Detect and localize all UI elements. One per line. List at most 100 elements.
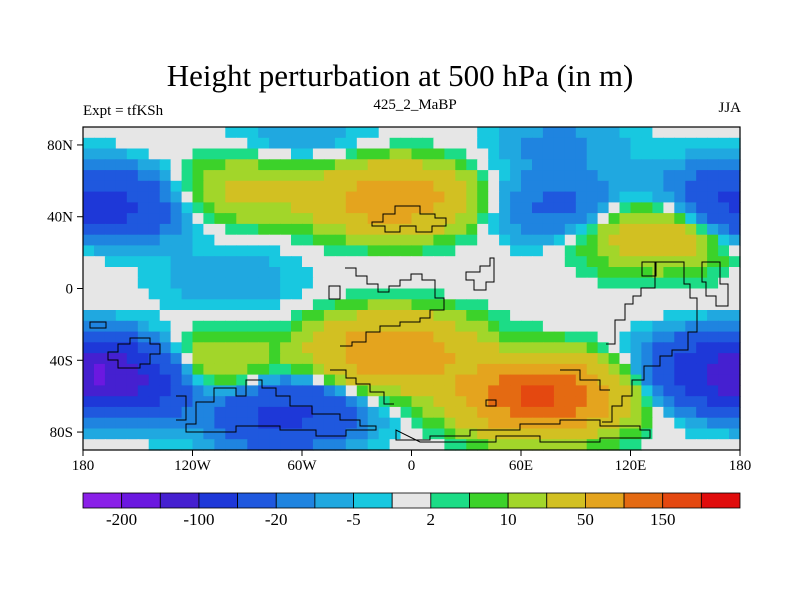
field-cell bbox=[214, 159, 226, 171]
field-cell bbox=[148, 310, 161, 322]
field-cell bbox=[422, 256, 434, 268]
field-cell bbox=[170, 180, 183, 193]
field-cell bbox=[499, 148, 511, 160]
field-cell bbox=[159, 223, 172, 236]
field-cell bbox=[115, 202, 128, 214]
field-cell bbox=[323, 353, 336, 365]
field-cell bbox=[499, 342, 511, 354]
field-cell bbox=[302, 288, 314, 300]
field-cell bbox=[170, 213, 183, 225]
field-cell bbox=[334, 191, 347, 203]
field-cell bbox=[126, 148, 139, 160]
field-cell bbox=[94, 385, 106, 397]
field-cell bbox=[586, 331, 599, 343]
field-cell bbox=[389, 331, 402, 343]
field-cell bbox=[302, 310, 314, 322]
field-cell bbox=[247, 342, 259, 354]
field-cell bbox=[83, 363, 95, 376]
field-cell bbox=[291, 256, 303, 268]
field-cell bbox=[280, 180, 292, 193]
field-cell bbox=[685, 267, 697, 279]
field-cell bbox=[137, 267, 150, 279]
field-cell bbox=[115, 277, 128, 290]
field-cell bbox=[455, 191, 467, 203]
field-cell bbox=[137, 148, 150, 160]
x-tick-label: 60E bbox=[509, 458, 533, 474]
field-cell bbox=[608, 234, 621, 247]
field-cell bbox=[269, 256, 281, 268]
field-cell bbox=[729, 374, 741, 386]
field-cell bbox=[685, 234, 697, 247]
field-cell bbox=[334, 159, 347, 171]
field-cell bbox=[356, 406, 369, 419]
field-cell bbox=[499, 406, 511, 419]
field-cell bbox=[269, 342, 281, 354]
field-cell bbox=[280, 353, 292, 365]
field-cell bbox=[345, 439, 358, 451]
field-cell bbox=[170, 191, 183, 203]
field-cell bbox=[696, 137, 708, 150]
field-cell bbox=[236, 234, 248, 247]
field-cell bbox=[564, 148, 577, 160]
field-cell bbox=[291, 363, 303, 376]
field-cell bbox=[488, 320, 500, 333]
field-cell bbox=[104, 159, 117, 171]
field-cell bbox=[345, 191, 358, 203]
field-cell bbox=[389, 299, 402, 311]
field-cell bbox=[236, 159, 248, 171]
field-cell bbox=[378, 170, 391, 182]
field-cell bbox=[181, 170, 194, 182]
field-cell bbox=[422, 245, 434, 257]
field-cell bbox=[619, 439, 632, 451]
field-cell bbox=[126, 331, 139, 343]
field-cell bbox=[608, 439, 621, 451]
field-cell bbox=[532, 353, 544, 365]
field-cell bbox=[312, 374, 325, 386]
field-cell bbox=[718, 353, 730, 365]
field-cell bbox=[258, 148, 270, 160]
field-cell bbox=[564, 223, 577, 236]
field-cell bbox=[422, 396, 434, 408]
field-cell bbox=[291, 191, 303, 203]
field-cell bbox=[488, 439, 500, 451]
field-cell bbox=[203, 299, 215, 311]
field-cell bbox=[104, 428, 117, 440]
field-cell bbox=[510, 363, 522, 376]
field-cell bbox=[389, 223, 402, 236]
field-cell bbox=[521, 331, 533, 343]
field-cell bbox=[444, 331, 456, 343]
field-cell bbox=[674, 137, 686, 150]
field-cell bbox=[312, 331, 325, 343]
field-cell bbox=[159, 127, 172, 139]
field-cell bbox=[575, 245, 588, 257]
land-mask-outline bbox=[328, 267, 445, 347]
field-cell bbox=[389, 191, 402, 203]
field-cell bbox=[696, 277, 708, 290]
field-cell bbox=[564, 320, 577, 333]
field-cell bbox=[477, 191, 489, 203]
field-cell bbox=[389, 288, 402, 300]
field-cell bbox=[729, 396, 741, 408]
field-cell bbox=[619, 180, 632, 193]
field-cell bbox=[302, 320, 314, 333]
field-cell bbox=[553, 277, 566, 290]
field-cell bbox=[586, 417, 599, 430]
field-cell bbox=[619, 288, 632, 300]
field-cell bbox=[455, 310, 467, 322]
field-cell bbox=[345, 277, 358, 290]
field-cell bbox=[214, 363, 226, 376]
field-cell bbox=[433, 148, 445, 160]
x-tick-label: 120E bbox=[615, 458, 647, 474]
field-cell bbox=[247, 137, 259, 150]
field-cell bbox=[94, 439, 106, 451]
field-cell bbox=[323, 331, 336, 343]
field-cell bbox=[630, 127, 642, 139]
field-cell bbox=[94, 245, 106, 257]
field-cell bbox=[641, 428, 653, 440]
field-cell bbox=[291, 331, 303, 343]
field-cell bbox=[247, 159, 259, 171]
field-cell bbox=[707, 245, 719, 257]
field-cell bbox=[225, 353, 237, 365]
field-cell bbox=[203, 385, 215, 397]
field-cell bbox=[674, 234, 686, 247]
